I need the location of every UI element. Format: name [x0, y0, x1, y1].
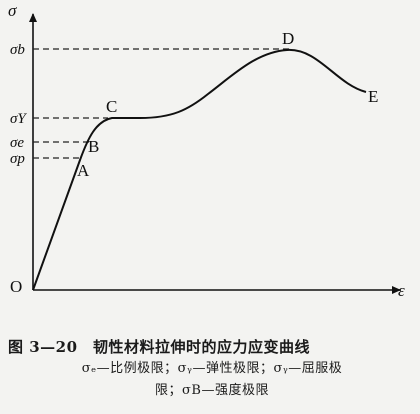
point-c-label: C	[106, 97, 117, 116]
point-b-label: B	[88, 137, 99, 156]
caption-legend-line-2: 限；σB—强度极限	[155, 383, 269, 398]
figure-caption: 图 3—20 韧性材料拉伸时的应力应变曲线 σₑ—比例极限；σᵧ—弹性极限；σᵧ…	[8, 336, 416, 402]
caption-legend-line-1: σₑ—比例极限；σᵧ—弹性极限；σᵧ—屈服极	[81, 361, 343, 376]
sigma-y-label: σY	[10, 111, 27, 127]
y-axis-label: σ	[8, 1, 17, 20]
origin-label: O	[10, 277, 22, 296]
point-e-label: E	[368, 87, 378, 106]
x-axis-label: ε	[398, 281, 405, 300]
stress-strain-diagram: σ ε O σb σY σe σp A B C D E	[8, 1, 405, 300]
stress-strain-curve	[32, 48, 367, 291]
sigma-e-label: σe	[10, 135, 24, 151]
point-d-label: D	[282, 29, 294, 48]
sigma-b-label: σb	[10, 42, 25, 58]
sigma-p-label: σp	[10, 151, 25, 167]
point-a-label: A	[77, 161, 90, 180]
caption-title: 图 3—20 韧性材料拉伸时的应力应变曲线	[8, 338, 311, 356]
